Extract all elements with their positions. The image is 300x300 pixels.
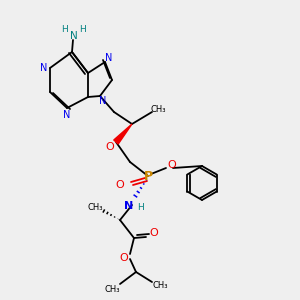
Text: O: O: [150, 228, 158, 238]
Text: O: O: [168, 160, 176, 170]
Text: CH₃: CH₃: [152, 281, 168, 290]
Text: H: H: [61, 25, 68, 34]
Polygon shape: [114, 124, 132, 144]
Text: N: N: [40, 63, 48, 73]
Text: N: N: [105, 53, 113, 63]
Text: N: N: [99, 96, 107, 106]
Text: CH₃: CH₃: [104, 284, 120, 293]
Text: CH₃: CH₃: [150, 106, 166, 115]
Text: O: O: [106, 142, 114, 152]
Text: P: P: [143, 169, 153, 182]
Text: O: O: [116, 180, 124, 190]
Text: H: H: [80, 25, 86, 34]
Text: CH₃: CH₃: [87, 202, 103, 211]
Text: N: N: [63, 110, 71, 120]
Text: N: N: [124, 201, 134, 211]
Text: O: O: [120, 253, 128, 263]
Text: N: N: [70, 31, 78, 41]
Text: H: H: [138, 202, 144, 211]
